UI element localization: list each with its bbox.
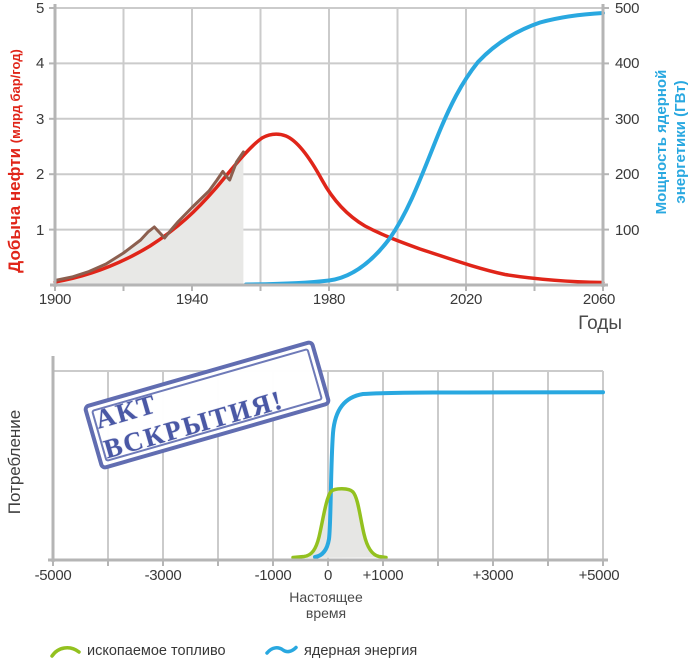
y-right-tick-100: 100 <box>615 222 640 239</box>
x-tick-1940: 1940 <box>175 291 209 308</box>
y-right-tick-500: 500 <box>615 0 640 17</box>
legend-label-fossil: ископаемое топливо <box>87 643 226 659</box>
top-chart-grid <box>55 7 603 285</box>
nuclear-energy-curve-long <box>313 390 605 559</box>
present-time-line2: время <box>305 605 347 621</box>
y-right-tick-300: 300 <box>615 111 640 128</box>
x-tick-2060: 2060 <box>582 291 616 308</box>
bottom-chart-tickmarks <box>52 560 604 566</box>
left-axis-title-main: Добыча нефти <box>5 147 24 273</box>
present-time-label: Настоящее время <box>289 589 362 621</box>
legend-nuclear-swatch <box>265 645 298 655</box>
right-axis-title-line1: Мощность ядерной <box>653 69 670 215</box>
nuclear-capacity-curve <box>244 11 605 287</box>
x-tick-1980: 1980 <box>312 291 346 308</box>
legend-fossil-swatch <box>50 646 81 658</box>
x-tick-2020: 2020 <box>449 291 483 308</box>
bx-tick-m1000: -1000 <box>254 567 292 584</box>
fossil-blip-area-fill <box>296 488 386 558</box>
right-axis-title-line2: энергетики (ГВт) <box>672 80 689 204</box>
bx-tick-p1000: +1000 <box>362 567 404 584</box>
oil-history-curve <box>53 150 245 282</box>
bx-tick-p3000: +3000 <box>472 567 514 584</box>
top-chart-tickmarks <box>49 7 609 291</box>
left-axis-title-unit: (млрд бар/год) <box>8 49 23 144</box>
bx-tick-m5000: -5000 <box>34 567 72 584</box>
bx-tick-m3000: -3000 <box>144 567 182 584</box>
legend-label-nuclear: ядерная энергия <box>304 643 418 659</box>
bx-tick-p5000: +5000 <box>578 567 620 584</box>
y-left-tick-5: 5 <box>35 0 44 17</box>
fossil-fuel-curve <box>291 487 388 560</box>
present-time-line1: Настоящее <box>289 589 363 605</box>
bottom-y-axis-title: Потребление <box>5 409 24 515</box>
right-axis-title: Мощность ядерной энергетики (ГВт) <box>652 28 692 256</box>
y-right-tick-400: 400 <box>615 55 640 72</box>
y-left-tick-4: 4 <box>35 55 44 72</box>
y-left-tick-1: 1 <box>35 222 44 239</box>
bx-tick-0: 0 <box>323 567 333 584</box>
y-left-tick-2: 2 <box>35 166 44 183</box>
y-left-tick-3: 3 <box>35 111 44 128</box>
x-axis-title-years: Годы <box>578 313 622 334</box>
y-right-tick-200: 200 <box>615 166 640 183</box>
oil-history-area-fill <box>55 152 244 285</box>
x-tick-1900: 1900 <box>38 291 72 308</box>
